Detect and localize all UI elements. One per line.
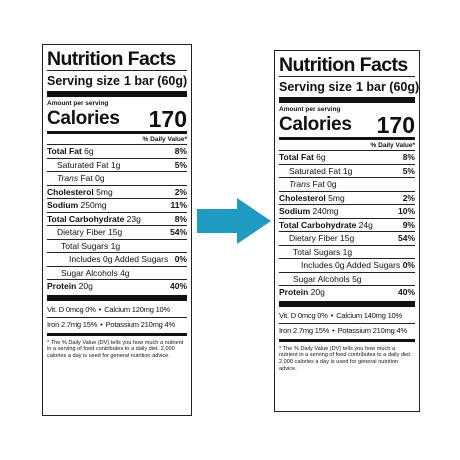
nutrient-row-total-sugars: Total Sugars 1g: [279, 244, 415, 259]
nutrient-row-saturated-fat: Saturated Fat 1g 5%: [279, 163, 415, 178]
nutrient-row-saturated-fat: Saturated Fat 1g 5%: [47, 157, 187, 172]
minerals-row-1: Vit. D 0mcg 0% • Calcium 120mg 10%: [47, 304, 170, 314]
amount-per-serving: Amount per serving: [279, 106, 341, 113]
serving-size: Serving size 1 bar (60g): [279, 80, 420, 94]
nutrient-row-sodium: Sodium 250mg 11%: [47, 198, 187, 210]
minerals-row-2: Iron 2.7mg 15% • Potassium 210mg 4%: [279, 322, 415, 338]
nutrient-row-protein: Protein 20g 40%: [279, 285, 415, 297]
nutrient-row-cholesterol: Cholesterol 5mg 2%: [279, 190, 415, 203]
nutrient-row-total-fat: Total Fat 6g 8%: [47, 144, 187, 156]
nutrition-label-after: Nutrition Facts Serving size 1 bar (60g) …: [274, 50, 420, 412]
right-arrow-icon: [197, 198, 271, 244]
calories-value: 170: [376, 112, 415, 138]
nutrient-row-cholesterol: Cholesterol 5mg 2%: [47, 184, 187, 197]
nutrient-row-dietary-fiber: Dietary Fiber 15g 54%: [279, 231, 415, 245]
daily-value-header: % Daily Value*: [142, 136, 187, 143]
nutrient-row-total-sugars: Total Sugars 1g: [47, 238, 187, 253]
nutrient-row-sugar-alcohols: Sugar Alcohols 4g: [47, 265, 187, 280]
nutrient-row-total-carbohydrate: Total Carbohydrate 23g 8%: [47, 211, 187, 224]
nutrient-row-added-sugars: Includes 0g Added Sugars 0%: [279, 258, 415, 272]
label-title: Nutrition Facts: [279, 54, 408, 76]
nutrient-row-trans-fat: Trans Fat 0g: [47, 171, 187, 185]
minerals-row-2: Iron 2.7mg 15% • Potassium 210mg 4%: [47, 316, 187, 332]
nutrient-row-trans-fat: Trans Fat 0g: [279, 177, 415, 191]
calories-row: Calories 170: [279, 112, 415, 138]
calories-row: Calories 170: [47, 106, 187, 132]
footnote: * The % Daily Value (DV) tells you how m…: [47, 339, 184, 360]
label-title: Nutrition Facts: [47, 48, 176, 70]
nutrient-row-added-sugars: Includes 0g Added Sugars 0%: [47, 252, 187, 266]
nutrient-row-dietary-fiber: Dietary Fiber 15g 54%: [47, 225, 187, 239]
nutrient-row-protein: Protein 20g 40%: [47, 279, 187, 291]
minerals-row-1: Vit. D 0mcg 0% • Calcium 140mg 10%: [279, 310, 402, 320]
footnote: * The % Daily Value (DV) tells you how m…: [279, 345, 412, 372]
nutrient-row-sugar-alcohols: Sugar Alcohols 5g: [279, 271, 415, 286]
amount-per-serving: Amount per serving: [47, 100, 109, 107]
nutrient-row-total-fat: Total Fat 6g 8%: [279, 150, 415, 162]
nutrient-row-total-carbohydrate: Total Carbohydrate 24g 9%: [279, 217, 415, 230]
calories-value: 170: [148, 106, 187, 132]
daily-value-header: % Daily Value*: [370, 142, 415, 149]
serving-size: Serving size 1 bar (60g): [47, 74, 188, 88]
nutrient-row-sodium: Sodium 240mg 10%: [279, 204, 415, 216]
nutrition-label-before: Nutrition Facts Serving size 1 bar (60g) …: [42, 44, 192, 416]
